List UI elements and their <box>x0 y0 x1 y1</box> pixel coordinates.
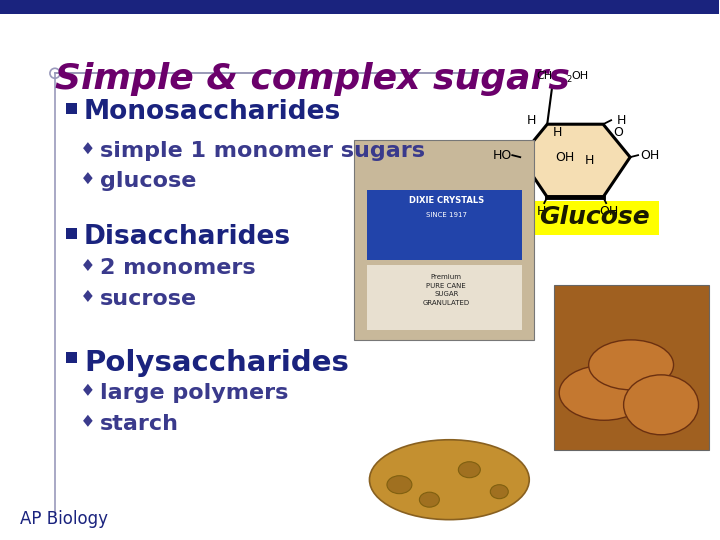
Text: Premium
PURE CANE
SUGAR
GRANULATED: Premium PURE CANE SUGAR GRANULATED <box>423 274 470 306</box>
Text: Polysaccharides: Polysaccharides <box>84 349 348 377</box>
Ellipse shape <box>624 375 698 435</box>
Text: AP Biology: AP Biology <box>20 510 108 528</box>
Polygon shape <box>83 259 93 271</box>
Text: 2 monomers: 2 monomers <box>100 258 256 278</box>
Polygon shape <box>83 172 93 184</box>
Text: sucrose: sucrose <box>100 289 197 309</box>
Ellipse shape <box>420 492 439 507</box>
Ellipse shape <box>369 440 529 519</box>
Ellipse shape <box>559 366 649 420</box>
Polygon shape <box>521 124 630 197</box>
Text: SINCE 1917: SINCE 1917 <box>426 212 467 218</box>
Text: H: H <box>552 126 562 139</box>
Ellipse shape <box>490 485 508 498</box>
FancyBboxPatch shape <box>367 265 522 330</box>
Text: DIXIE CRYSTALS: DIXIE CRYSTALS <box>409 195 484 205</box>
Polygon shape <box>83 384 93 396</box>
FancyBboxPatch shape <box>66 227 77 239</box>
FancyBboxPatch shape <box>66 353 77 363</box>
Polygon shape <box>83 290 93 302</box>
Text: OH: OH <box>556 151 575 164</box>
Text: H: H <box>585 154 594 167</box>
Polygon shape <box>83 415 93 427</box>
Text: HO: HO <box>492 148 512 161</box>
Text: Simple & complex sugars: Simple & complex sugars <box>55 62 570 96</box>
Ellipse shape <box>589 340 673 390</box>
Ellipse shape <box>459 462 480 478</box>
Text: starch: starch <box>100 414 179 434</box>
FancyBboxPatch shape <box>554 285 709 450</box>
Text: OH: OH <box>641 148 660 161</box>
Text: simple 1 monomer sugars: simple 1 monomer sugars <box>100 141 425 161</box>
Text: large polymers: large polymers <box>100 383 288 403</box>
Text: CH: CH <box>536 71 552 81</box>
FancyBboxPatch shape <box>0 1 719 15</box>
FancyBboxPatch shape <box>66 103 77 114</box>
Ellipse shape <box>387 476 412 494</box>
Text: OH: OH <box>571 71 588 81</box>
Text: H: H <box>526 114 536 127</box>
FancyBboxPatch shape <box>367 190 522 260</box>
Text: glucose: glucose <box>100 171 197 191</box>
Text: H: H <box>536 205 546 218</box>
Text: Disaccharides: Disaccharides <box>84 224 291 250</box>
Text: 2: 2 <box>566 75 572 84</box>
Text: H: H <box>616 114 626 127</box>
FancyBboxPatch shape <box>354 140 534 340</box>
Text: OH: OH <box>600 205 618 218</box>
FancyBboxPatch shape <box>529 201 659 235</box>
Polygon shape <box>83 142 93 154</box>
Text: O: O <box>613 126 624 139</box>
Text: Glucose: Glucose <box>539 205 649 229</box>
Text: Monosaccharides: Monosaccharides <box>84 99 341 125</box>
